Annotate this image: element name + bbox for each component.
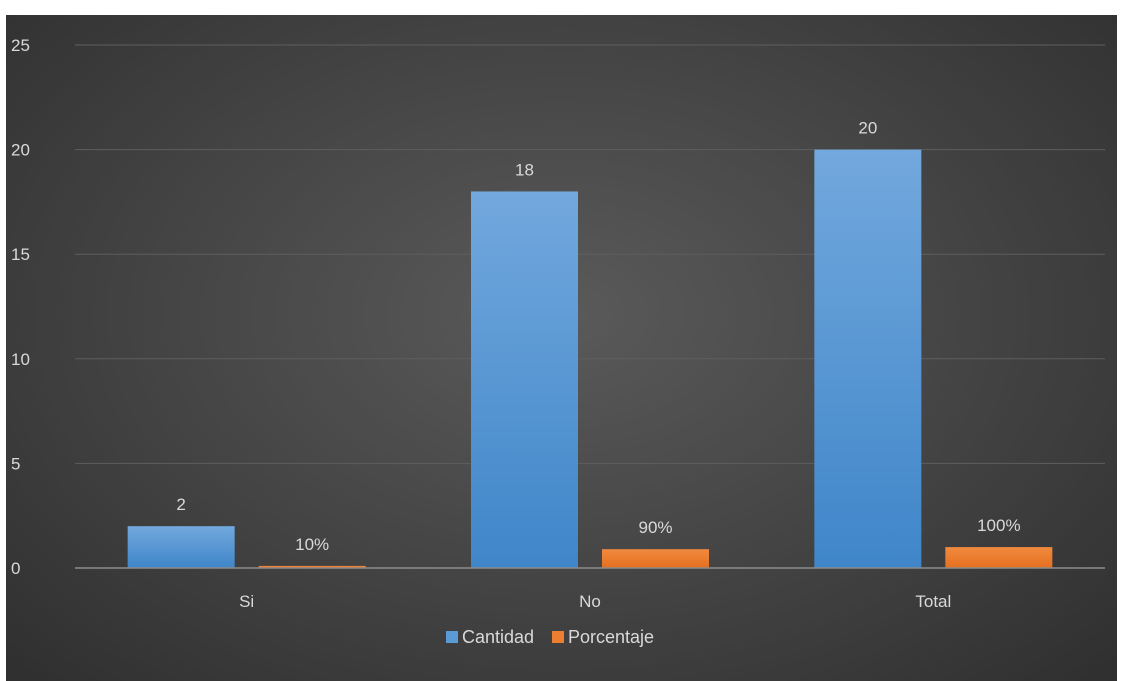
y-tick-label: 15 (11, 245, 30, 264)
bar-cantidad-si (127, 526, 235, 568)
bars (127, 149, 1053, 568)
y-tick-label: 10 (11, 350, 30, 369)
x-tick-label: Total (915, 592, 951, 611)
bar-chart: 0 5 10 15 20 25 2 10% Si 18 90% No 20 100% Total Canti… (11, 36, 1105, 647)
y-tick-label: 25 (11, 36, 30, 55)
labels: 0 5 10 15 20 25 2 10% Si 18 90% No 20 100% Total (11, 36, 1021, 611)
y-tick-label: 5 (11, 454, 20, 473)
bar-cantidad-total (814, 149, 922, 568)
bar-porcentaje-no (602, 549, 709, 568)
data-label: 20 (858, 119, 877, 138)
legend-swatch-cantidad (446, 631, 458, 643)
legend-swatch-porcentaje (552, 631, 564, 643)
legend-label-cantidad: Cantidad (462, 627, 534, 647)
data-label: 18 (515, 160, 534, 179)
y-tick-label: 0 (11, 559, 20, 578)
y-tick-label: 20 (11, 141, 30, 160)
x-tick-label: Si (239, 592, 254, 611)
bar-porcentaje-si (258, 565, 366, 568)
data-label: 10% (295, 535, 329, 554)
legend-label-porcentaje: Porcentaje (568, 627, 654, 647)
x-tick-label: No (579, 592, 601, 611)
data-label: 100% (977, 516, 1020, 535)
data-label: 2 (176, 495, 185, 514)
legend: Cantidad Porcentaje (446, 627, 654, 647)
bar-cantidad-no (471, 191, 578, 568)
data-label: 90% (638, 518, 672, 537)
chart-frame: 0 5 10 15 20 25 2 10% Si 18 90% No 20 100% Total Canti… (6, 15, 1117, 681)
gridlines (75, 44, 1105, 464)
bar-porcentaje-total (945, 547, 1053, 568)
